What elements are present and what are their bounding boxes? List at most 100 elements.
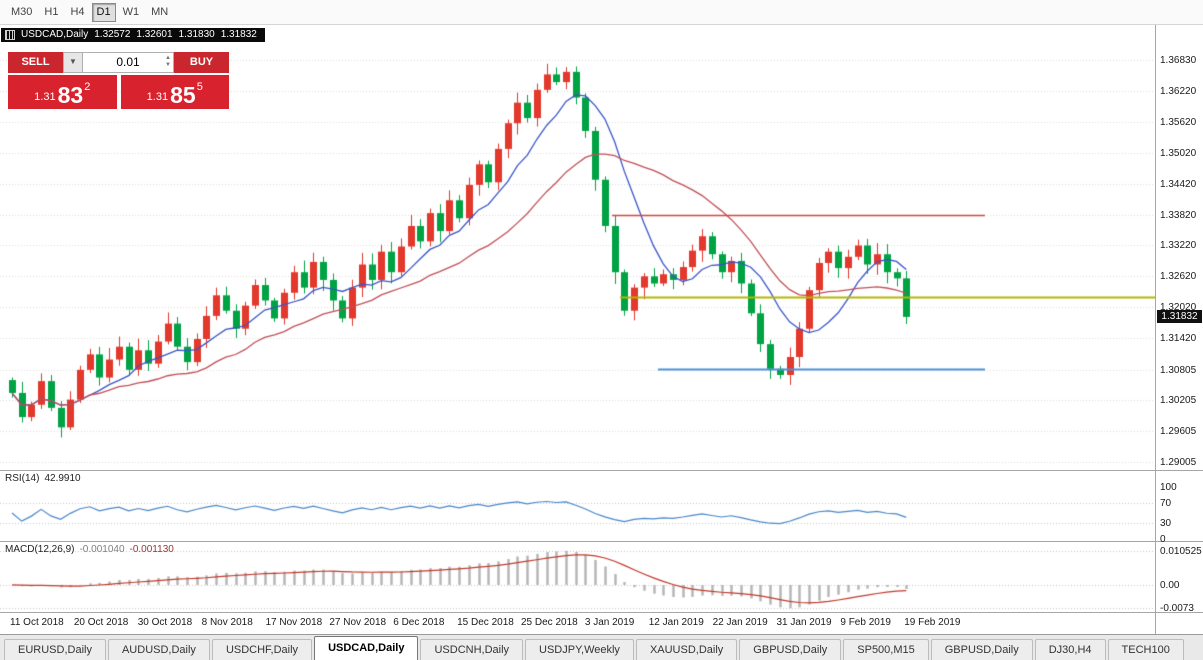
volume-dropdown-button[interactable]: ▼ (63, 52, 83, 73)
tab-gbpusd-daily-7[interactable]: GBPUSD,Daily (739, 639, 842, 660)
tab-gbpusd-daily-9[interactable]: GBPUSD,Daily (930, 639, 1033, 660)
main-price-canvas[interactable] (0, 40, 1155, 470)
separator-main-rsi[interactable] (0, 470, 1203, 471)
tab-audusd-daily-1[interactable]: AUDUSD,Daily (107, 639, 210, 660)
date-tick-label: 31 Jan 2019 (776, 617, 832, 628)
date-tick-label: 12 Jan 2019 (648, 617, 704, 628)
chart-symbol-period: USDCAD,Daily (21, 29, 89, 40)
trade-controls-row: SELL ▼ 0.01 ▲ ▼ BUY (8, 52, 229, 73)
price-tick-label: 1.32620 (1160, 271, 1197, 283)
chart-open: 1.32572 (94, 29, 131, 40)
tab-usdcnh-daily-4[interactable]: USDCNH,Daily (420, 639, 524, 660)
tab-sp500-m15-8[interactable]: SP500,M15 (843, 639, 929, 660)
macd-indicator-canvas[interactable] (0, 542, 1155, 612)
one-click-trading-panel: SELL ▼ 0.01 ▲ ▼ BUY 1.31 83 2 1.31 85 5 (8, 52, 229, 109)
bid-big-digits: 83 (57, 82, 84, 108)
timeframe-toolbar: M30 H1 H4 D1 W1 MN (0, 0, 1203, 25)
timeframe-button-group: M30 H1 H4 D1 W1 MN (6, 2, 175, 22)
rsi-tick-label: 100 (1160, 482, 1177, 493)
price-tick-label: 1.34420 (1160, 178, 1197, 190)
rsi-label: RSI(14) 42.9910 (5, 473, 81, 484)
chart-close: 1.31832 (220, 29, 257, 40)
price-tick-label: 1.30205 (1160, 395, 1197, 407)
volume-value: 0.01 (116, 55, 140, 69)
separator-price-axis (1155, 25, 1156, 634)
separator-macd-dates (0, 612, 1203, 613)
timeframe-button-d1[interactable]: D1 (91, 2, 116, 22)
volume-input[interactable]: 0.01 ▲ ▼ (83, 52, 174, 73)
price-tick-label: 1.33220 (1160, 240, 1197, 252)
current-price-tag: 1.31832 (1157, 310, 1202, 324)
macd-tick-label: 0.010525 (1160, 546, 1202, 558)
chart-high: 1.32601 (136, 29, 173, 40)
bid-prefix: 1.31 (34, 91, 56, 103)
price-tick-label: 1.31420 (1160, 332, 1197, 344)
rsi-tick-label: 70 (1160, 497, 1172, 509)
spin-down-icon[interactable]: ▼ (165, 62, 171, 68)
ask-pipette: 5 (196, 81, 203, 93)
price-tick-label: 1.30805 (1160, 364, 1197, 376)
macd-name: MACD(12,26,9) (5, 544, 75, 555)
price-tick-label: 1.36830 (1160, 55, 1197, 67)
timeframe-button-m30[interactable]: M30 (11, 5, 33, 18)
price-tick-label: 1.36220 (1160, 86, 1197, 98)
rsi-tick-label: 30 (1160, 518, 1172, 530)
spin-up-icon[interactable]: ▲ (165, 55, 171, 61)
rsi-name: RSI(14) (5, 473, 40, 484)
date-tick-label: 27 Nov 2018 (329, 617, 387, 628)
ask-prefix: 1.31 (146, 91, 169, 103)
date-tick-label: 22 Jan 2019 (712, 617, 768, 628)
timeframe-button-mn[interactable]: MN (151, 5, 169, 18)
chevron-down-icon: ▼ (69, 57, 77, 66)
timeframe-button-h4[interactable]: H4 (70, 5, 85, 18)
macd-signal-value: -0.001130 (129, 544, 174, 555)
date-tick-label: 3 Jan 2019 (584, 617, 635, 628)
macd-main-value: -0.001040 (79, 544, 125, 555)
buy-button[interactable]: BUY (174, 52, 229, 73)
tab-dj30-h4-10[interactable]: DJ30,H4 (1034, 639, 1106, 660)
separator-rsi-macd[interactable] (0, 541, 1203, 542)
price-tick-label: 1.29005 (1160, 457, 1197, 469)
price-tick-label: 1.35620 (1160, 117, 1197, 129)
macd-tick-label: -0.0073 (1160, 603, 1194, 615)
tab-usdchf-daily-2[interactable]: USDCHF,Daily (211, 639, 313, 660)
rsi-indicator-canvas[interactable] (0, 471, 1155, 541)
chart-title-bar: USDCAD,Daily 1.32572 1.32601 1.31830 1.3… (1, 28, 265, 42)
sell-price-box[interactable]: 1.31 83 2 (8, 75, 117, 109)
buy-price-box[interactable]: 1.31 85 5 (120, 75, 229, 109)
volume-stepper[interactable]: ▲ ▼ (165, 55, 171, 69)
tab-xauusd-daily-6[interactable]: XAUUSD,Daily (635, 639, 738, 660)
date-tick-label: 11 Oct 2018 (10, 617, 64, 628)
date-tick-label: 9 Feb 2019 (840, 617, 891, 628)
tab-eurusd-daily-0[interactable]: EURUSD,Daily (4, 639, 106, 660)
timeframe-button-h1[interactable]: H1 (44, 5, 59, 18)
date-tick-label: 20 Oct 2018 (73, 617, 129, 628)
tab-usdjpy-weekly-5[interactable]: USDJPY,Weekly (525, 639, 634, 660)
chart-low: 1.31830 (178, 29, 215, 40)
date-tick-label: 8 Nov 2018 (201, 617, 253, 628)
trade-prices-row: 1.31 83 2 1.31 85 5 (8, 75, 229, 109)
price-tick-label: 1.35020 (1160, 148, 1197, 160)
price-tick-label: 1.33820 (1160, 209, 1197, 221)
price-tick-label: 1.29605 (1160, 426, 1197, 438)
bid-pipette: 2 (84, 81, 91, 93)
date-tick-label: 17 Nov 2018 (265, 617, 323, 628)
tab-tech100-11[interactable]: TECH100 (1107, 639, 1184, 660)
rsi-value: 42.9910 (44, 473, 81, 484)
macd-tick-label: 0.00 (1160, 579, 1180, 591)
date-tick-label: 19 Feb 2019 (904, 617, 961, 628)
timeframe-button-w1[interactable]: W1 (122, 5, 140, 18)
chart-icon (5, 30, 15, 40)
price-tick-label: 1.32020 (1160, 302, 1197, 314)
date-tick-label: 25 Dec 2018 (520, 617, 578, 628)
ask-big-digits: 85 (170, 82, 196, 108)
date-tick-label: 15 Dec 2018 (457, 617, 514, 628)
rsi-tick-label: 0 (1160, 534, 1166, 545)
tab-usdcad-daily-3[interactable]: USDCAD,Daily (314, 636, 419, 660)
chart-tab-bar: EURUSD,Daily AUDUSD,Daily USDCHF,Daily USDC… (0, 634, 1203, 660)
date-tick-label: 30 Oct 2018 (137, 617, 193, 628)
sell-button[interactable]: SELL (8, 52, 63, 73)
date-tick-label: 6 Dec 2018 (393, 617, 445, 628)
macd-label: MACD(12,26,9) -0.001040 -0.001130 (5, 544, 174, 555)
